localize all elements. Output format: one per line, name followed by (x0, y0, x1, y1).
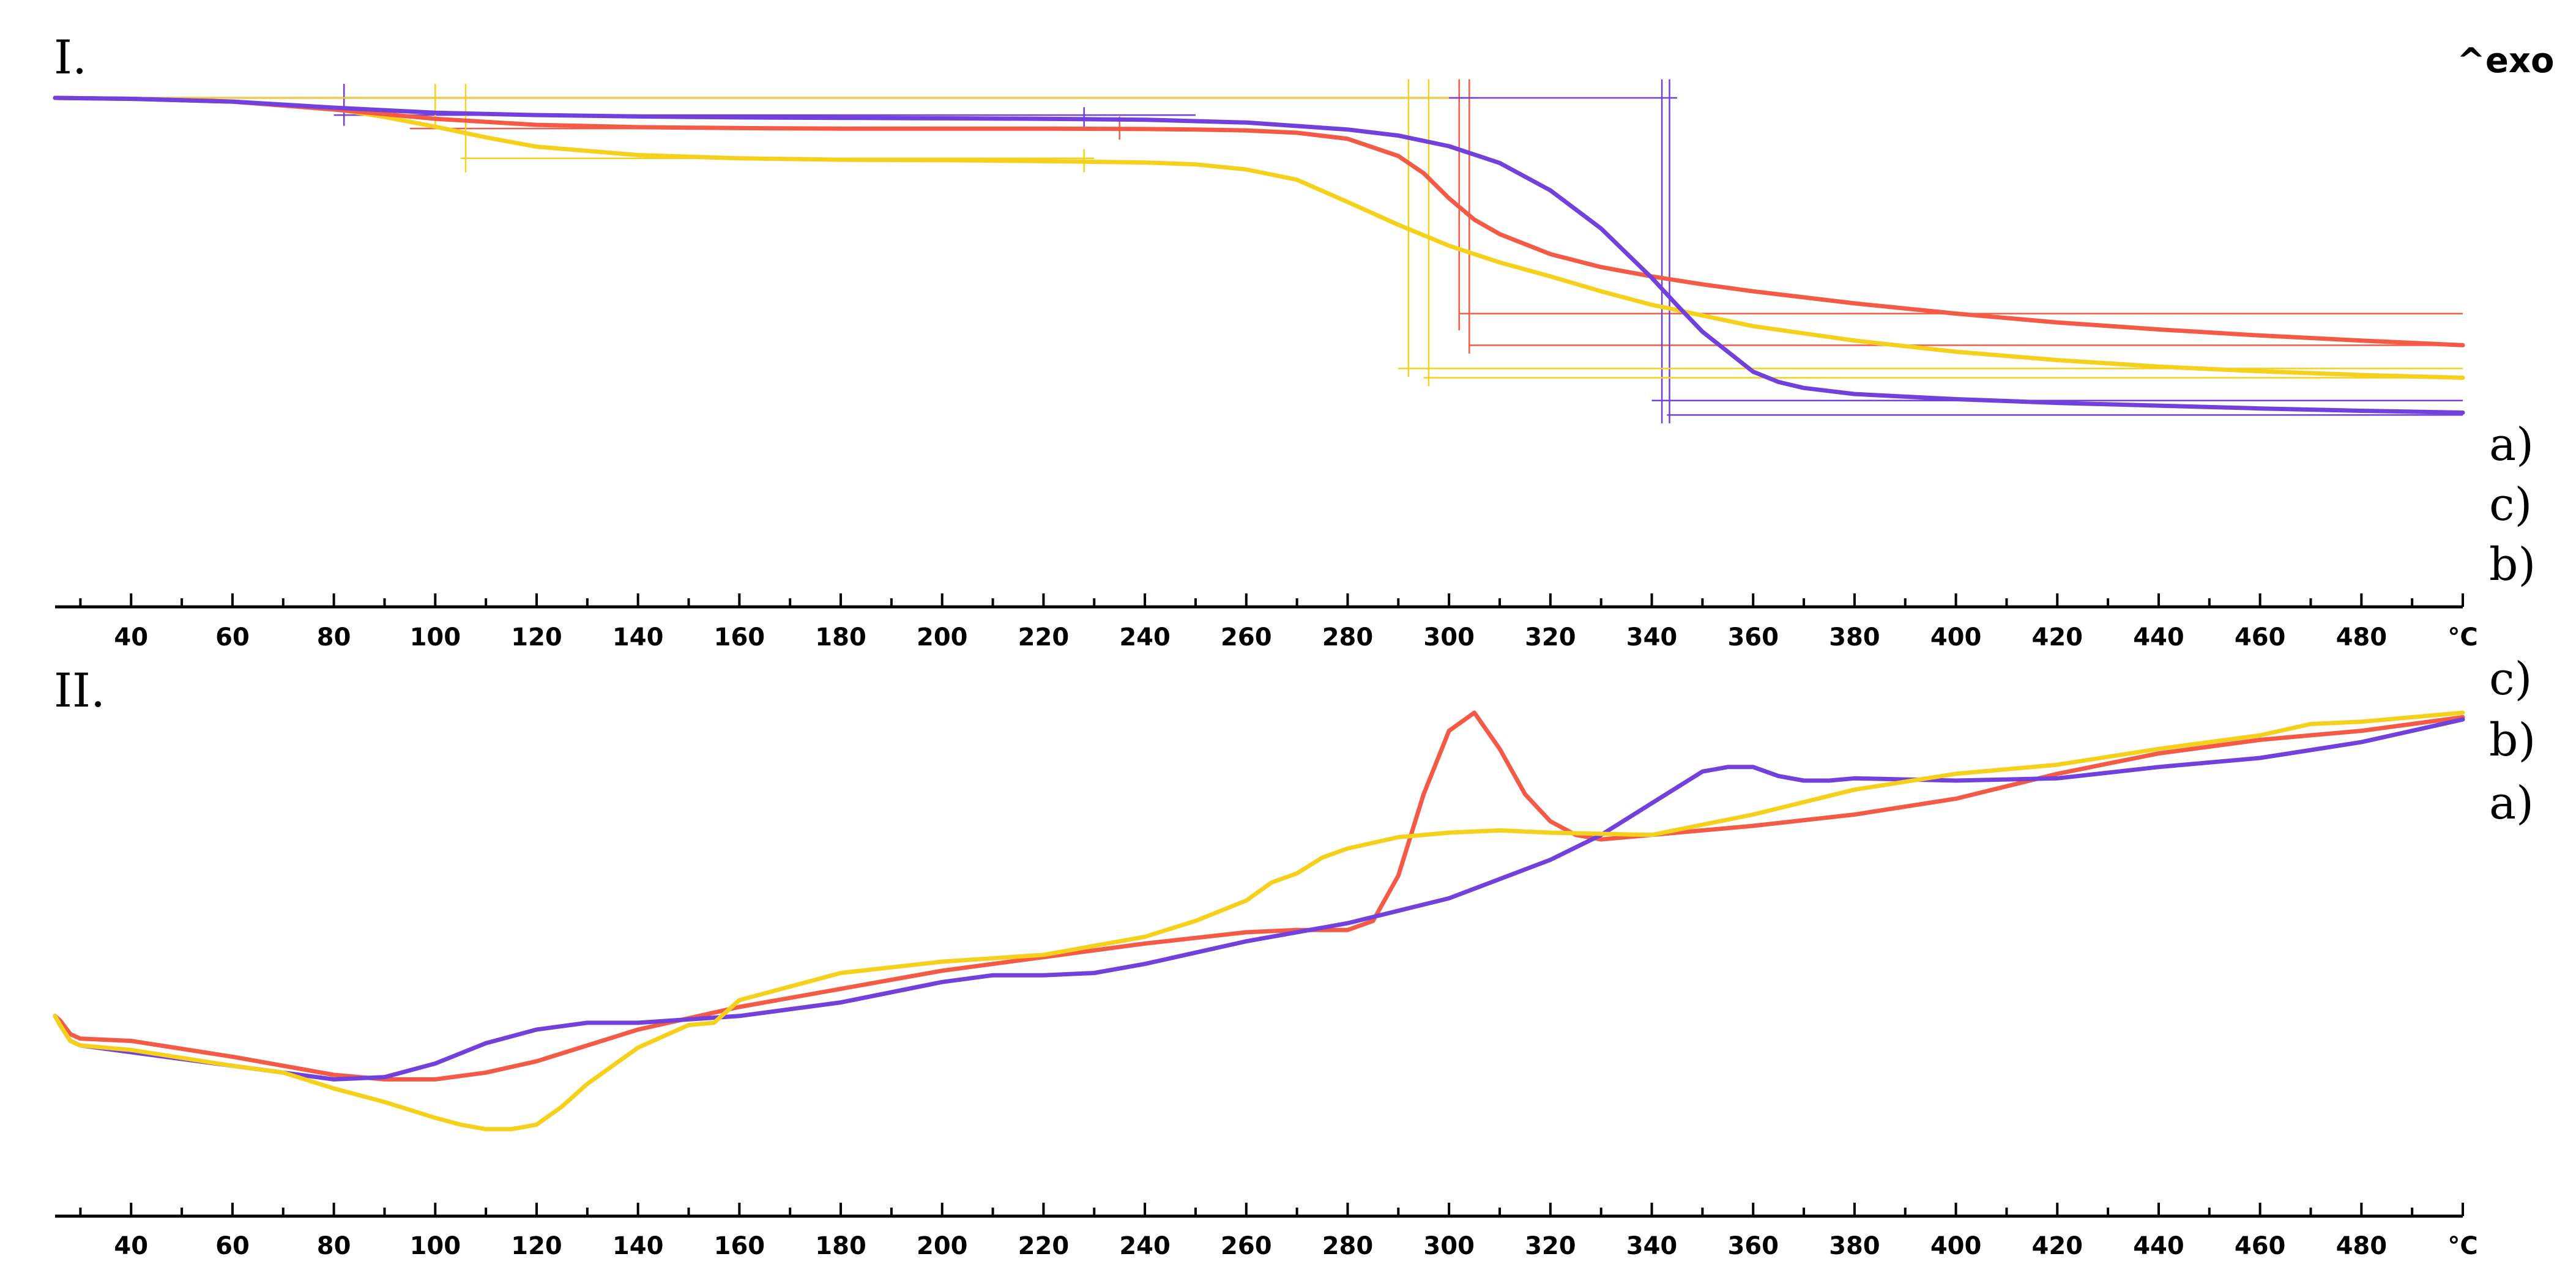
x-tick-label: 80 (317, 623, 351, 652)
x-tick-label: 360 (1727, 1232, 1779, 1260)
x-tick-label: 300 (1423, 1232, 1475, 1260)
x-tick-label: 380 (1829, 623, 1880, 652)
x-tick-label: 100 (410, 623, 461, 652)
x-tick-label: 400 (1930, 623, 1982, 652)
x-tick-label: 180 (815, 623, 866, 652)
x-tick-label: 320 (1525, 623, 1576, 652)
panel-label-I: I. (54, 30, 87, 84)
x-tick-label: 460 (2235, 623, 2286, 652)
x-tick-label: 260 (1221, 623, 1272, 652)
x-tick-label: 60 (215, 623, 250, 652)
panel-II-label-a: a) (2489, 777, 2534, 830)
panel-I-label-c: c) (2489, 478, 2532, 531)
panel-I-label-b: b) (2489, 538, 2536, 591)
x-tick-label: 120 (511, 623, 562, 652)
x-tick-label: 460 (2235, 1232, 2286, 1260)
x-tick-label: 420 (2032, 1232, 2083, 1260)
x-tick-label: 480 (2336, 623, 2388, 652)
x-tick-label: 40 (114, 623, 148, 652)
x-tick-label: 160 (714, 1232, 765, 1260)
panel-I-x-axis: 40 60 80 100 120 140 160 180 200 220 240 260 280 300 3… (55, 593, 2478, 652)
x-tick-label: 200 (917, 1232, 968, 1260)
x-tick-label: 220 (1018, 623, 1070, 652)
x-tick-label: 440 (2133, 623, 2184, 652)
x-tick-label: 220 (1018, 1232, 1070, 1260)
x-unit-label: °C (2448, 1232, 2477, 1260)
panel-II-x-axis: 40 60 80 100 120 140 160 180 200 220 240 260 280 300 3… (55, 1203, 2478, 1260)
panel-II-dsc-curves (53, 710, 2465, 1132)
x-tick-label: 300 (1423, 623, 1475, 652)
x-tick-label: 360 (1727, 623, 1779, 652)
panel-I-tga-curves (53, 95, 2465, 415)
x-tick-label: 80 (317, 1232, 351, 1260)
exo-label: ^exo (2457, 41, 2555, 81)
panel-II-label-b: b) (2489, 714, 2536, 767)
x-tick-label: 340 (1626, 1232, 1678, 1260)
x-tick-label: 180 (815, 1232, 866, 1260)
x-tick-label: 120 (511, 1232, 562, 1260)
x-tick-label: 280 (1322, 1232, 1374, 1260)
x-tick-label: 380 (1829, 1232, 1880, 1260)
x-tick-label: 260 (1221, 1232, 1272, 1260)
x-tick-label: 240 (1119, 623, 1171, 652)
x-tick-label: 140 (612, 1232, 664, 1260)
x-tick-label: 60 (215, 1232, 250, 1260)
x-tick-label: 400 (1930, 1232, 1982, 1260)
series-line-c (53, 95, 2465, 380)
x-tick-label: 100 (410, 1232, 461, 1260)
x-tick-label: 200 (917, 623, 968, 652)
series-line-a (53, 710, 2465, 1082)
x-tick-label: 440 (2133, 1232, 2184, 1260)
panel-label-II: II. (54, 663, 105, 718)
series-line-a (53, 95, 2465, 347)
x-tick-label: 40 (114, 1232, 148, 1260)
panel-II-label-c: c) (2489, 653, 2532, 705)
x-tick-label: 480 (2336, 1232, 2388, 1260)
series-line-c (53, 710, 2465, 1132)
x-tick-label: 140 (612, 623, 664, 652)
x-tick-label: 420 (2032, 623, 2083, 652)
x-tick-label: 160 (714, 623, 765, 652)
x-tick-label: 280 (1322, 623, 1374, 652)
series-line-b (53, 95, 2465, 415)
x-tick-label: 320 (1525, 1232, 1576, 1260)
x-tick-label: 340 (1626, 623, 1678, 652)
series-line-b (53, 717, 2465, 1082)
x-unit-label: °C (2448, 623, 2477, 652)
panel-I-label-a: a) (2489, 418, 2534, 471)
x-tick-label: 240 (1119, 1232, 1171, 1260)
